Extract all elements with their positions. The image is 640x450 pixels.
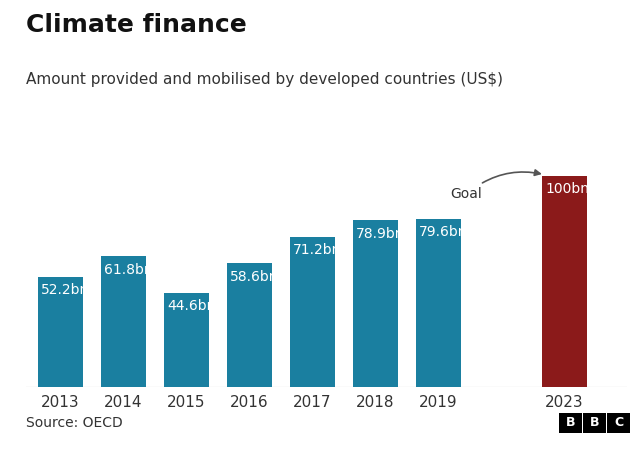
Text: 61.8bn: 61.8bn [104,263,153,277]
Text: Source: OECD: Source: OECD [26,416,122,430]
Text: 52.2bn: 52.2bn [42,283,90,297]
Bar [164,293,209,387]
Text: 100bn: 100bn [545,182,589,196]
Text: Goal: Goal [451,170,540,201]
Text: 79.6bn: 79.6bn [419,225,468,239]
Text: 71.2bn: 71.2bn [293,243,342,257]
Bar [100,256,146,387]
Text: B: B [566,417,575,429]
Text: 44.6bn: 44.6bn [167,299,216,313]
Text: 78.9bn: 78.9bn [356,227,405,241]
Text: Climate finance: Climate finance [26,14,246,37]
Bar [289,237,335,387]
Bar [353,220,398,387]
Text: 58.6bn: 58.6bn [230,270,279,284]
Bar [227,263,272,387]
Bar [541,176,587,387]
Bar [415,219,461,387]
Text: Amount provided and mobilised by developed countries (US$): Amount provided and mobilised by develop… [26,72,502,87]
Bar [38,277,83,387]
Text: B: B [590,417,599,429]
Text: C: C [614,417,623,429]
